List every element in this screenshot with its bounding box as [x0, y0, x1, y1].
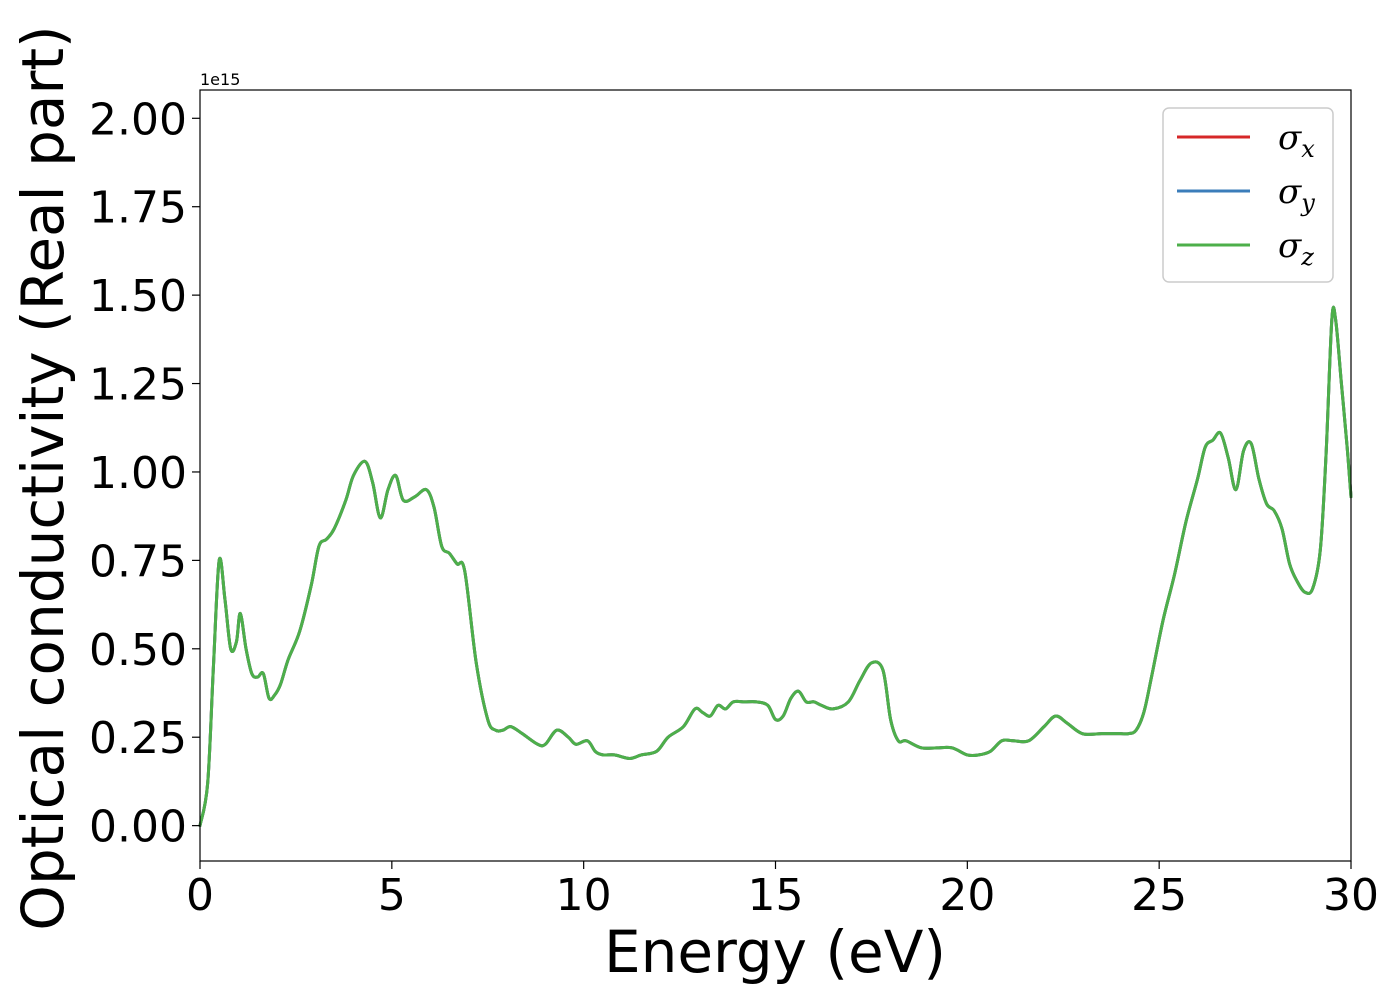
- series-layer: [198, 305, 1353, 828]
- x-tick-label: 5: [378, 870, 406, 921]
- y-axis-title: Optical conductivity (Real part): [9, 25, 77, 930]
- y-offset-label: 1e15: [200, 70, 240, 89]
- y-tick-label: 1.75: [89, 183, 187, 234]
- y-tick-label: 2.00: [89, 94, 187, 145]
- y-axis: 0.00 0.25 0.50 0.75 1.00 1.25 1.50 1.75 2.00: [89, 94, 200, 853]
- y-tick-label: 0.50: [89, 625, 187, 676]
- y-tick-label: 1.50: [89, 271, 187, 322]
- y-tick-label: 1.25: [89, 360, 187, 411]
- legend-box: [1162, 107, 1334, 283]
- y-tick-label: 0.25: [89, 713, 187, 764]
- x-tick-label: 10: [556, 870, 612, 921]
- y-tick-label: 1.00: [89, 448, 187, 499]
- x-tick-label: 30: [1323, 870, 1379, 921]
- x-tick-label: 15: [748, 870, 804, 921]
- x-axis: 0 5 10 15 20 25 30: [186, 861, 1379, 921]
- x-tick-label: 25: [1131, 870, 1187, 921]
- series-line-3: [198, 305, 1353, 828]
- x-tick-label: 20: [939, 870, 995, 921]
- y-tick-label: 0.00: [89, 802, 187, 853]
- x-axis-title: Energy (eV): [604, 918, 946, 986]
- y-tick-label: 0.75: [89, 536, 187, 587]
- x-tick-label: 0: [186, 870, 214, 921]
